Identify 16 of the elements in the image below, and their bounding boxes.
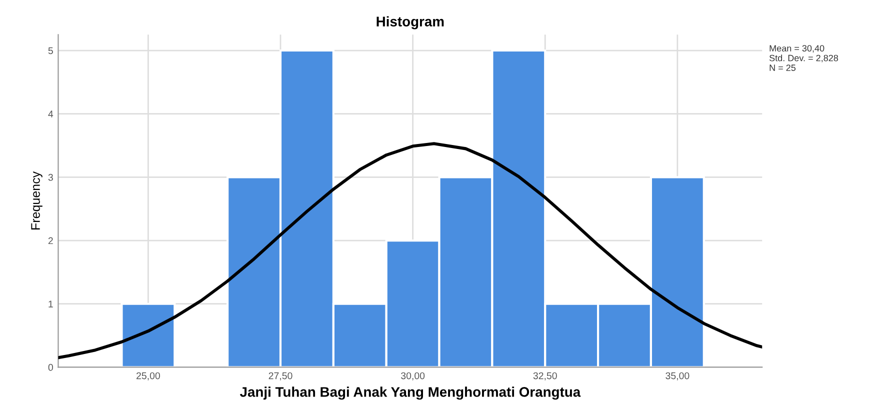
line-series	[58, 142, 762, 360]
chart-title: Histogram	[376, 16, 444, 30]
y-tick-label: 4	[48, 110, 54, 118]
x-tick-label: 30,00	[401, 372, 425, 380]
x-tick-label: 27,50	[268, 372, 292, 380]
text: Mean = 30,40 Std. Dev. = 2,828 N = 25	[769, 45, 838, 71]
y-tick-label: 0	[48, 364, 53, 371]
y-tick-label: 2	[48, 237, 53, 244]
x-tick-label: 25,00	[136, 372, 160, 380]
y-tick-label: 5	[48, 47, 53, 54]
x-tick-label: 35,00	[666, 372, 690, 380]
y-axis-title: Frequency	[31, 171, 42, 230]
y-tick-label: 3	[48, 174, 53, 181]
y-tick-label: 1	[48, 300, 53, 308]
x-axis-title: Janji Tuhan Bagi Anak Yang Menghormati Orangtua	[240, 386, 581, 400]
x-tick-label: 32,50	[533, 372, 557, 380]
